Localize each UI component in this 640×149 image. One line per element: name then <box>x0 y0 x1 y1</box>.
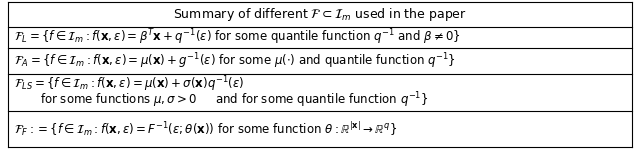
Text: $\mathcal{F}_F := \{f \in \mathcal{I}_m : f(\mathbf{x}, \varepsilon) = F^{-1}(\v: $\mathcal{F}_F := \{f \in \mathcal{I}_m … <box>14 120 397 138</box>
Text: $\mathcal{F}_{LS} = \{f \in \mathcal{I}_m : f(\mathbf{x}, \varepsilon) = \mu(\ma: $\mathcal{F}_{LS} = \{f \in \mathcal{I}_… <box>14 74 244 94</box>
Text: $\mathcal{F}_A = \{f \in \mathcal{I}_m : f(\mathbf{x}, \varepsilon) = \mu(\mathb: $\mathcal{F}_A = \{f \in \mathcal{I}_m :… <box>14 51 456 71</box>
Text: Summary of different $\mathcal{F} \subset \mathcal{I}_m$ used in the paper: Summary of different $\mathcal{F} \subse… <box>173 6 467 23</box>
Text: $\mathcal{F}_L = \{f \in \mathcal{I}_m : f(\mathbf{x}, \varepsilon) = \beta^T\ma: $\mathcal{F}_L = \{f \in \mathcal{I}_m :… <box>14 28 461 47</box>
Text: for some functions $\mu, \sigma > 0$ $\quad$ and for some quantile function $q^{: for some functions $\mu, \sigma > 0$ $\q… <box>40 91 428 110</box>
